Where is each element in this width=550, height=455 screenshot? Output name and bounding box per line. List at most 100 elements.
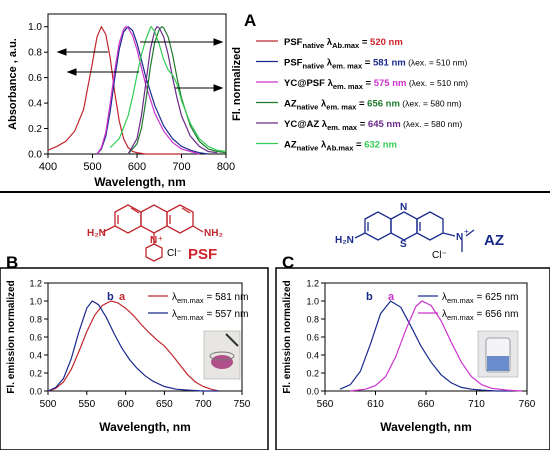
panel-c-ylabel: Fl. emission normalized <box>282 280 293 393</box>
series-line <box>109 25 227 153</box>
panel-b-ylabel: Fl. emission normalized <box>6 280 17 393</box>
series-line <box>350 300 523 392</box>
panel-c-xlabel: Wavelength, nm <box>380 420 472 434</box>
panel-a-curves <box>47 25 227 155</box>
y-tick-label: 0.4 <box>29 351 42 361</box>
y-tick-label: 0.2 <box>306 369 319 379</box>
psf-ring-left <box>114 204 142 234</box>
panel-c-curves <box>339 300 523 392</box>
panel-a-ticks: 400 500 600 700 800 0.0 0.2 0.4 0.6 0.8 1.0 <box>28 22 235 173</box>
x-tick-label: 710 <box>468 399 485 410</box>
panel-b-label: B <box>6 253 18 272</box>
az-label: AZ <box>484 232 504 249</box>
legend-entry: AZnative λem. max = 656 nm (λex. = 580 n… <box>284 99 462 112</box>
az-ring-left <box>364 211 392 241</box>
az-anion: Cl⁻ <box>432 250 447 261</box>
psf-n: N <box>150 235 157 246</box>
y-tick-label: 0.8 <box>28 48 42 59</box>
az-n: N <box>400 202 407 213</box>
panel-b-peak-b: b <box>107 291 114 303</box>
panel-b-ticks: 500 550 600 650 700 750 0.0 0.2 0.4 0.6 0.8 1.0 1.2 <box>29 279 250 411</box>
psf-ring-middle <box>140 204 168 234</box>
x-tick-label: 760 <box>519 399 536 410</box>
psf-nh2-right: NH₂ <box>204 228 223 239</box>
x-tick-label: 500 <box>83 161 101 173</box>
y-tick-label: 0.2 <box>28 124 42 135</box>
x-tick-label: 650 <box>156 399 173 410</box>
psf-nh2-left: H₂N <box>87 228 106 239</box>
x-tick-label: 600 <box>128 161 146 173</box>
series-line <box>127 25 227 155</box>
panel-c-legend: λem.max = 625 nm λem.max = 656 nm <box>418 292 518 322</box>
panel-a-xlabel: Wavelength, nm <box>94 175 186 189</box>
panel-b-curves <box>47 300 219 392</box>
panel-c-chart: 560 610 660 710 760 0.0 0.2 0.4 0.6 0.8 1.0 1.2 Fl.… <box>282 279 536 435</box>
x-tick-label: 700 <box>195 399 212 410</box>
az-structure <box>354 211 475 252</box>
x-tick-label: 560 <box>317 399 334 410</box>
y-tick-label: 0.0 <box>29 387 42 397</box>
panel-c-vial-photo <box>477 330 519 378</box>
x-tick-label: 800 <box>217 161 235 173</box>
y-tick-label: 0.0 <box>306 387 319 397</box>
panel-b-vial-photo <box>203 330 241 380</box>
panel-b-chart: 500 550 600 650 700 7500.00.20.40.60.81.01.2 … <box>6 279 251 435</box>
az-nh2: H₂N <box>335 235 354 246</box>
legend-entry: YC@PSF λem. max = 575 nm (λex. = 510 nm) <box>284 78 468 91</box>
psf-anion: Cl⁻ <box>167 248 182 259</box>
y-tick-label: 0.4 <box>306 351 319 361</box>
legend-entry: PSFnative λAb.max = 520 nm <box>284 37 403 50</box>
series-line <box>96 25 200 155</box>
az-nplus: N <box>456 232 463 243</box>
psf-ring-right <box>166 204 194 234</box>
series-line <box>47 25 182 155</box>
x-tick-label: 500 <box>40 399 57 410</box>
legend-entry: λem.max = 625 nm <box>442 292 518 305</box>
x-tick-label: 610 <box>367 399 384 410</box>
legend-entry: λem.max = 581 nm <box>172 292 248 305</box>
legend-entry: λem.max = 557 nm <box>172 309 248 322</box>
panel-a-arrows <box>56 38 224 92</box>
series-line <box>127 25 218 155</box>
psf-phenyl <box>145 243 163 262</box>
arrow-head <box>213 38 224 46</box>
psf-plus: + <box>158 234 163 243</box>
y-tick-label: 1.2 <box>306 279 319 289</box>
y-tick-label: 0.6 <box>29 333 42 343</box>
x-tick-label: 400 <box>39 161 57 173</box>
arrow-head <box>66 68 77 76</box>
y-tick-label: 0.4 <box>28 99 42 110</box>
psf-label: PSF <box>188 246 217 263</box>
x-tick-label: 600 <box>117 399 134 410</box>
legend-entry: YC@AZ λem. max = 645 nm (λex. = 580 nm) <box>284 119 462 132</box>
panel-c-ticks: 560 610 660 710 760 0.0 0.2 0.4 0.6 0.8 1.0 1.2 <box>306 279 535 411</box>
az-plus: + <box>464 227 469 236</box>
x-tick-label: 700 <box>172 161 190 173</box>
az-s: S <box>400 239 407 250</box>
panel-a-y2label: Fl. normalized <box>231 47 243 121</box>
series-line <box>96 25 209 155</box>
az-ring-middle <box>390 211 418 241</box>
series-line <box>339 300 512 392</box>
x-tick-label: 750 <box>234 399 251 410</box>
panel-b-xlabel: Wavelength, nm <box>99 420 191 434</box>
series-line <box>47 300 219 392</box>
series-line <box>47 300 219 392</box>
panel-c-peak-b: b <box>366 291 373 303</box>
y-tick-label: 1.0 <box>306 297 319 307</box>
az-ring-right <box>416 211 444 241</box>
y-tick-label: 0.8 <box>306 315 319 325</box>
x-tick-label: 660 <box>418 399 435 410</box>
arrow-head <box>213 84 224 92</box>
x-tick-label: 550 <box>78 399 95 410</box>
y-tick-label: 0.8 <box>29 315 42 325</box>
legend-entry: λem.max = 656 nm <box>442 309 518 322</box>
panel-a-chart: 400 500 600 700 800 0.0 0.2 0.4 0.6 0.8 1.0 Absorb… <box>7 13 243 189</box>
y-tick-label: 1.0 <box>28 22 42 33</box>
y-tick-label: 0.0 <box>28 150 42 161</box>
panel-a-label: A <box>244 11 256 30</box>
panel-a-frame <box>47 13 227 155</box>
arrow-head <box>56 48 67 56</box>
